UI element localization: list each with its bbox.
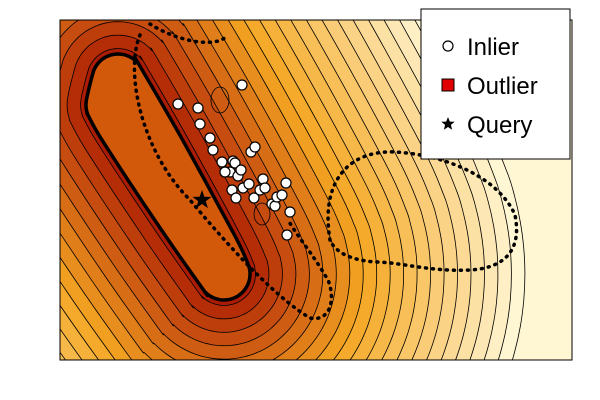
dotted-boundaries	[132, 22, 519, 321]
inlier-point	[207, 144, 219, 156]
legend-label-query: Query	[467, 112, 532, 139]
inlier-point	[236, 79, 248, 91]
inlier-point	[281, 229, 293, 241]
query-point	[192, 190, 212, 209]
star-icon	[441, 117, 455, 130]
inlier-point	[235, 164, 247, 176]
inlier-point	[229, 157, 241, 169]
dotted-boundary	[148, 22, 230, 45]
inlier-point	[204, 132, 216, 144]
legend-label-outlier: Outlier	[467, 73, 538, 100]
inlier-point	[248, 192, 260, 204]
inlier-point	[269, 200, 281, 212]
legend-item-outlier: Outlier	[441, 73, 538, 100]
legend-label-inlier: Inlier	[467, 34, 519, 61]
legend: Inlier Outlier Query	[420, 8, 571, 160]
plot-frame	[59, 19, 573, 361]
inlier-point	[219, 166, 231, 178]
inlier-point	[194, 118, 206, 130]
local-peak-contour	[210, 86, 230, 114]
inlier-point	[172, 98, 184, 110]
data-points	[172, 79, 296, 241]
dotted-boundary	[132, 33, 334, 321]
inlier-point	[280, 177, 292, 189]
dotted-boundary	[326, 150, 519, 273]
inlier-point	[230, 192, 242, 204]
decision-boundary	[84, 52, 252, 302]
inlier-point	[216, 156, 228, 168]
inlier-point	[192, 102, 204, 114]
inlier-point	[243, 178, 255, 190]
legend-item-query: Query	[441, 112, 532, 139]
legend-item-inlier: Inlier	[442, 34, 519, 61]
inlier-marker-icon	[442, 40, 454, 52]
inlier-point	[284, 206, 296, 218]
outlier-marker-icon	[441, 78, 455, 92]
inlier-point	[276, 189, 288, 201]
inlier-point	[259, 182, 271, 194]
local-peak-contour	[253, 202, 271, 226]
inlier-point	[249, 141, 261, 153]
inlier-point	[257, 173, 269, 185]
